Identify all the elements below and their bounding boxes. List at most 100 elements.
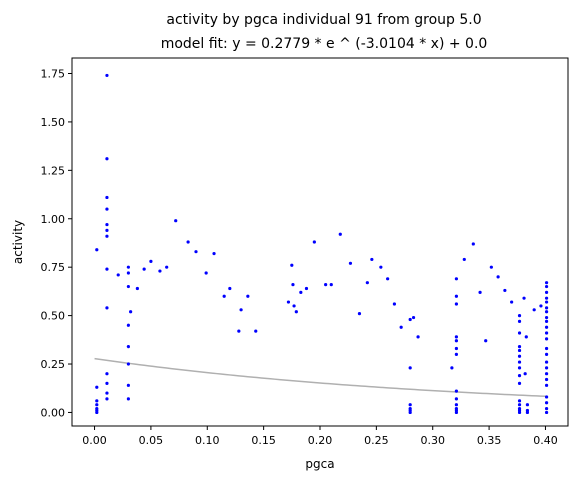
data-point bbox=[517, 331, 522, 335]
data-point bbox=[450, 366, 454, 370]
data-point bbox=[462, 257, 466, 262]
data-point bbox=[517, 348, 522, 353]
data-point bbox=[544, 331, 549, 335]
data-point bbox=[105, 73, 109, 78]
data-point bbox=[304, 286, 309, 291]
data-point bbox=[291, 283, 295, 287]
data-point bbox=[544, 315, 549, 320]
data-point bbox=[525, 410, 530, 415]
data-point bbox=[411, 315, 416, 320]
data-point bbox=[105, 234, 109, 238]
data-point bbox=[525, 403, 530, 407]
data-point bbox=[523, 372, 527, 376]
data-point bbox=[517, 403, 522, 407]
data-point bbox=[454, 352, 458, 356]
x-tick-label: 0.25 bbox=[364, 434, 389, 447]
data-point bbox=[544, 325, 549, 329]
data-point bbox=[105, 381, 109, 385]
data-point bbox=[105, 207, 109, 211]
data-point bbox=[95, 406, 99, 411]
data-point bbox=[239, 308, 243, 312]
data-point bbox=[544, 300, 549, 304]
data-point bbox=[478, 290, 482, 294]
y-tick-label: 0.75 bbox=[41, 261, 66, 274]
x-axis-label: pgca bbox=[305, 457, 334, 471]
plot-area bbox=[94, 73, 549, 415]
data-point bbox=[517, 314, 522, 318]
data-point bbox=[194, 250, 198, 254]
data-point bbox=[386, 277, 390, 281]
data-point bbox=[95, 403, 99, 407]
data-point bbox=[454, 389, 458, 393]
data-point bbox=[392, 302, 396, 306]
data-point bbox=[544, 296, 549, 300]
data-point bbox=[539, 304, 543, 308]
data-point bbox=[299, 290, 303, 294]
data-point bbox=[544, 377, 549, 382]
data-point bbox=[544, 284, 549, 289]
data-point bbox=[348, 261, 353, 265]
data-point bbox=[517, 410, 522, 415]
data-point bbox=[408, 403, 412, 407]
data-point bbox=[254, 329, 258, 333]
fit-curve bbox=[94, 357, 546, 398]
data-point bbox=[544, 360, 549, 364]
data-point bbox=[95, 399, 99, 403]
x-axis-ticks: 0.00 0.05 0.10 0.15 0.20 0.25 0.30 0.35 0.40 bbox=[82, 426, 558, 447]
data-point bbox=[126, 271, 130, 275]
data-point bbox=[454, 339, 458, 343]
x-tick-label: 0.35 bbox=[477, 434, 502, 447]
data-point bbox=[408, 366, 412, 370]
data-point bbox=[142, 267, 146, 271]
data-point bbox=[105, 195, 109, 200]
data-point bbox=[544, 337, 549, 341]
data-point bbox=[489, 265, 493, 269]
x-tick-label: 0.10 bbox=[195, 434, 220, 447]
data-point bbox=[454, 294, 458, 298]
data-point bbox=[105, 397, 109, 401]
data-point bbox=[503, 288, 507, 293]
data-point bbox=[544, 290, 549, 294]
data-point bbox=[544, 306, 549, 310]
data-point bbox=[484, 339, 488, 343]
data-point bbox=[544, 406, 549, 411]
x-tick-label: 0.00 bbox=[82, 434, 107, 447]
x-tick-label: 0.40 bbox=[533, 434, 558, 447]
data-point bbox=[135, 286, 139, 291]
y-axis-ticks: 0.00 0.25 0.50 0.75 1.00 1.25 1.50 1.75 bbox=[41, 67, 72, 419]
data-point bbox=[204, 271, 208, 275]
y-tick-label: 0.50 bbox=[41, 310, 66, 323]
data-point bbox=[496, 275, 500, 279]
y-tick-label: 0.00 bbox=[41, 406, 66, 419]
data-point bbox=[408, 410, 412, 415]
data-point bbox=[105, 228, 109, 232]
data-point bbox=[105, 306, 109, 310]
data-point bbox=[329, 283, 333, 287]
data-point bbox=[246, 294, 250, 298]
data-point bbox=[105, 157, 109, 161]
chart-subtitle: model fit: y = 0.2779 * e ^ (-3.0104 * x… bbox=[161, 36, 488, 52]
data-point bbox=[544, 372, 549, 376]
data-point bbox=[357, 312, 362, 316]
data-point bbox=[510, 300, 514, 304]
data-point bbox=[454, 302, 458, 306]
x-tick-label: 0.05 bbox=[139, 434, 164, 447]
data-point bbox=[126, 344, 130, 349]
data-point bbox=[165, 265, 169, 269]
y-tick-label: 1.25 bbox=[41, 164, 66, 177]
x-tick-label: 0.30 bbox=[420, 434, 445, 447]
data-point bbox=[129, 310, 133, 314]
data-point bbox=[544, 319, 549, 324]
data-point bbox=[126, 397, 130, 401]
data-point bbox=[517, 319, 522, 324]
data-point bbox=[517, 366, 522, 370]
data-point bbox=[454, 403, 458, 407]
data-point bbox=[544, 346, 549, 351]
data-point bbox=[126, 323, 130, 327]
data-point bbox=[126, 284, 130, 289]
y-tick-label: 1.00 bbox=[41, 213, 66, 226]
data-point bbox=[290, 263, 294, 267]
data-point bbox=[186, 240, 190, 244]
data-point bbox=[370, 257, 374, 262]
